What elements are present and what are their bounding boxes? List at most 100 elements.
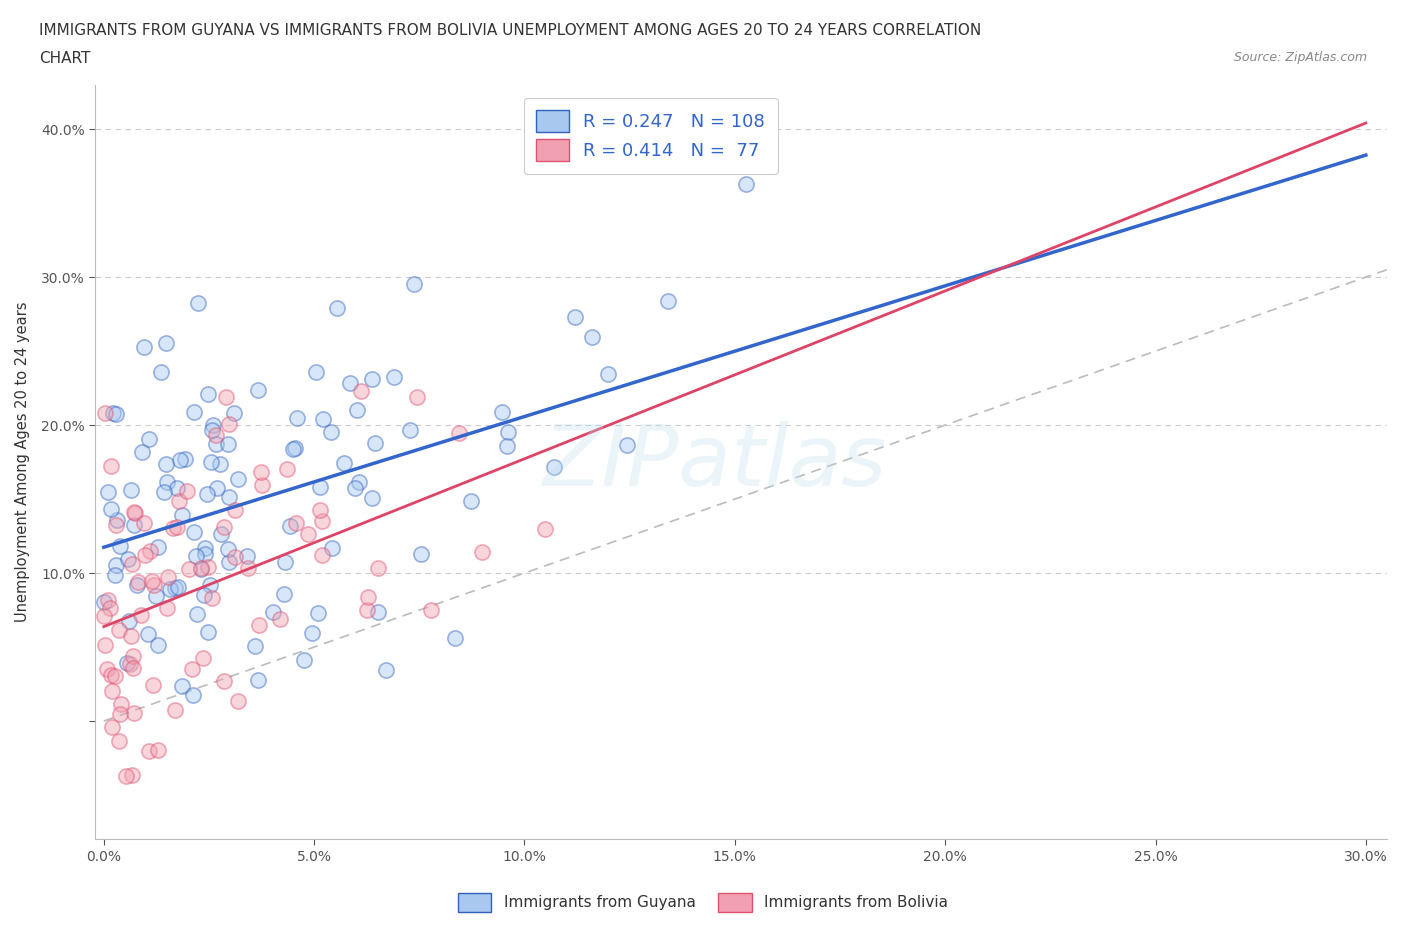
Point (122, 660, 145, 675)
Point (222, 405, 245, 420)
Point (183, 525, 205, 539)
Point (183, 405, 205, 419)
Point (100, 501, 122, 516)
Point (224, 503, 246, 518)
Point (212, 520, 235, 535)
Point (364, 435, 387, 450)
Point (543, 460, 565, 475)
Point (217, 541, 239, 556)
Point (150, 365, 173, 379)
Point (193, 588, 215, 603)
Point (127, 575, 149, 590)
Point (190, 562, 212, 577)
Point (249, 618, 271, 632)
Point (166, 520, 188, 535)
Point (148, 638, 170, 653)
Point (346, 403, 368, 418)
Point (138, 432, 160, 446)
Point (305, 365, 328, 379)
Point (183, 688, 205, 703)
Point (194, 546, 217, 561)
Point (93, 594, 115, 609)
Point (460, 494, 482, 509)
Point (262, 604, 284, 619)
Point (163, 580, 186, 595)
Point (581, 329, 603, 344)
Point (122, 517, 145, 532)
Point (420, 603, 443, 618)
Point (228, 694, 250, 709)
Point (195, 486, 218, 501)
Point (236, 548, 259, 563)
Point (250, 477, 273, 492)
Point (117, 614, 139, 629)
Point (276, 461, 298, 476)
Point (333, 456, 356, 471)
Point (155, 457, 177, 472)
Point (146, 539, 169, 554)
Point (117, 551, 139, 566)
Point (155, 336, 177, 351)
Point (100, 668, 122, 683)
Text: CHART: CHART (39, 51, 91, 66)
Point (273, 586, 295, 601)
Point (496, 425, 519, 440)
Point (564, 309, 586, 324)
Point (117, 656, 139, 671)
Point (309, 480, 332, 495)
Point (167, 579, 190, 594)
Point (215, 390, 238, 405)
Point (201, 423, 224, 438)
Point (491, 405, 513, 419)
Point (197, 387, 219, 402)
Point (176, 484, 198, 498)
Point (124, 506, 146, 521)
Point (108, 623, 131, 638)
Point (312, 412, 335, 427)
Point (97, 485, 120, 499)
Point (129, 607, 152, 622)
Point (197, 624, 219, 639)
Point (124, 706, 146, 721)
Point (204, 437, 226, 452)
Text: Source: ZipAtlas.com: Source: ZipAtlas.com (1233, 51, 1367, 64)
Point (104, 406, 127, 421)
Point (191, 650, 214, 665)
Point (281, 442, 304, 457)
Point (382, 369, 405, 384)
Point (94, 405, 117, 420)
Point (98, 601, 121, 616)
Point (110, 697, 132, 711)
Point (134, 515, 156, 530)
Point (218, 554, 240, 569)
Point (285, 515, 308, 530)
Point (127, 578, 149, 592)
Point (108, 733, 131, 748)
Point (105, 558, 128, 573)
Point (207, 481, 229, 496)
Point (141, 574, 163, 589)
Point (321, 424, 343, 439)
Point (187, 296, 209, 311)
Point (443, 631, 465, 645)
Point (269, 612, 291, 627)
Point (309, 503, 332, 518)
Point (159, 582, 181, 597)
Point (145, 589, 167, 604)
Point (156, 475, 179, 490)
Point (118, 657, 141, 671)
Point (122, 504, 145, 519)
Y-axis label: Unemployment Among Ages 20 to 24 years: Unemployment Among Ages 20 to 24 years (15, 302, 30, 622)
Point (138, 743, 160, 758)
Point (105, 512, 128, 527)
Point (120, 483, 142, 498)
Point (121, 767, 143, 782)
Point (285, 411, 308, 426)
Point (347, 475, 370, 490)
Legend: Immigrants from Guyana, Immigrants from Bolivia: Immigrants from Guyana, Immigrants from … (451, 887, 955, 918)
Point (148, 743, 170, 758)
Point (186, 606, 208, 621)
Point (367, 604, 389, 619)
Point (209, 457, 232, 472)
Text: ZIPatlas: ZIPatlas (543, 420, 887, 503)
